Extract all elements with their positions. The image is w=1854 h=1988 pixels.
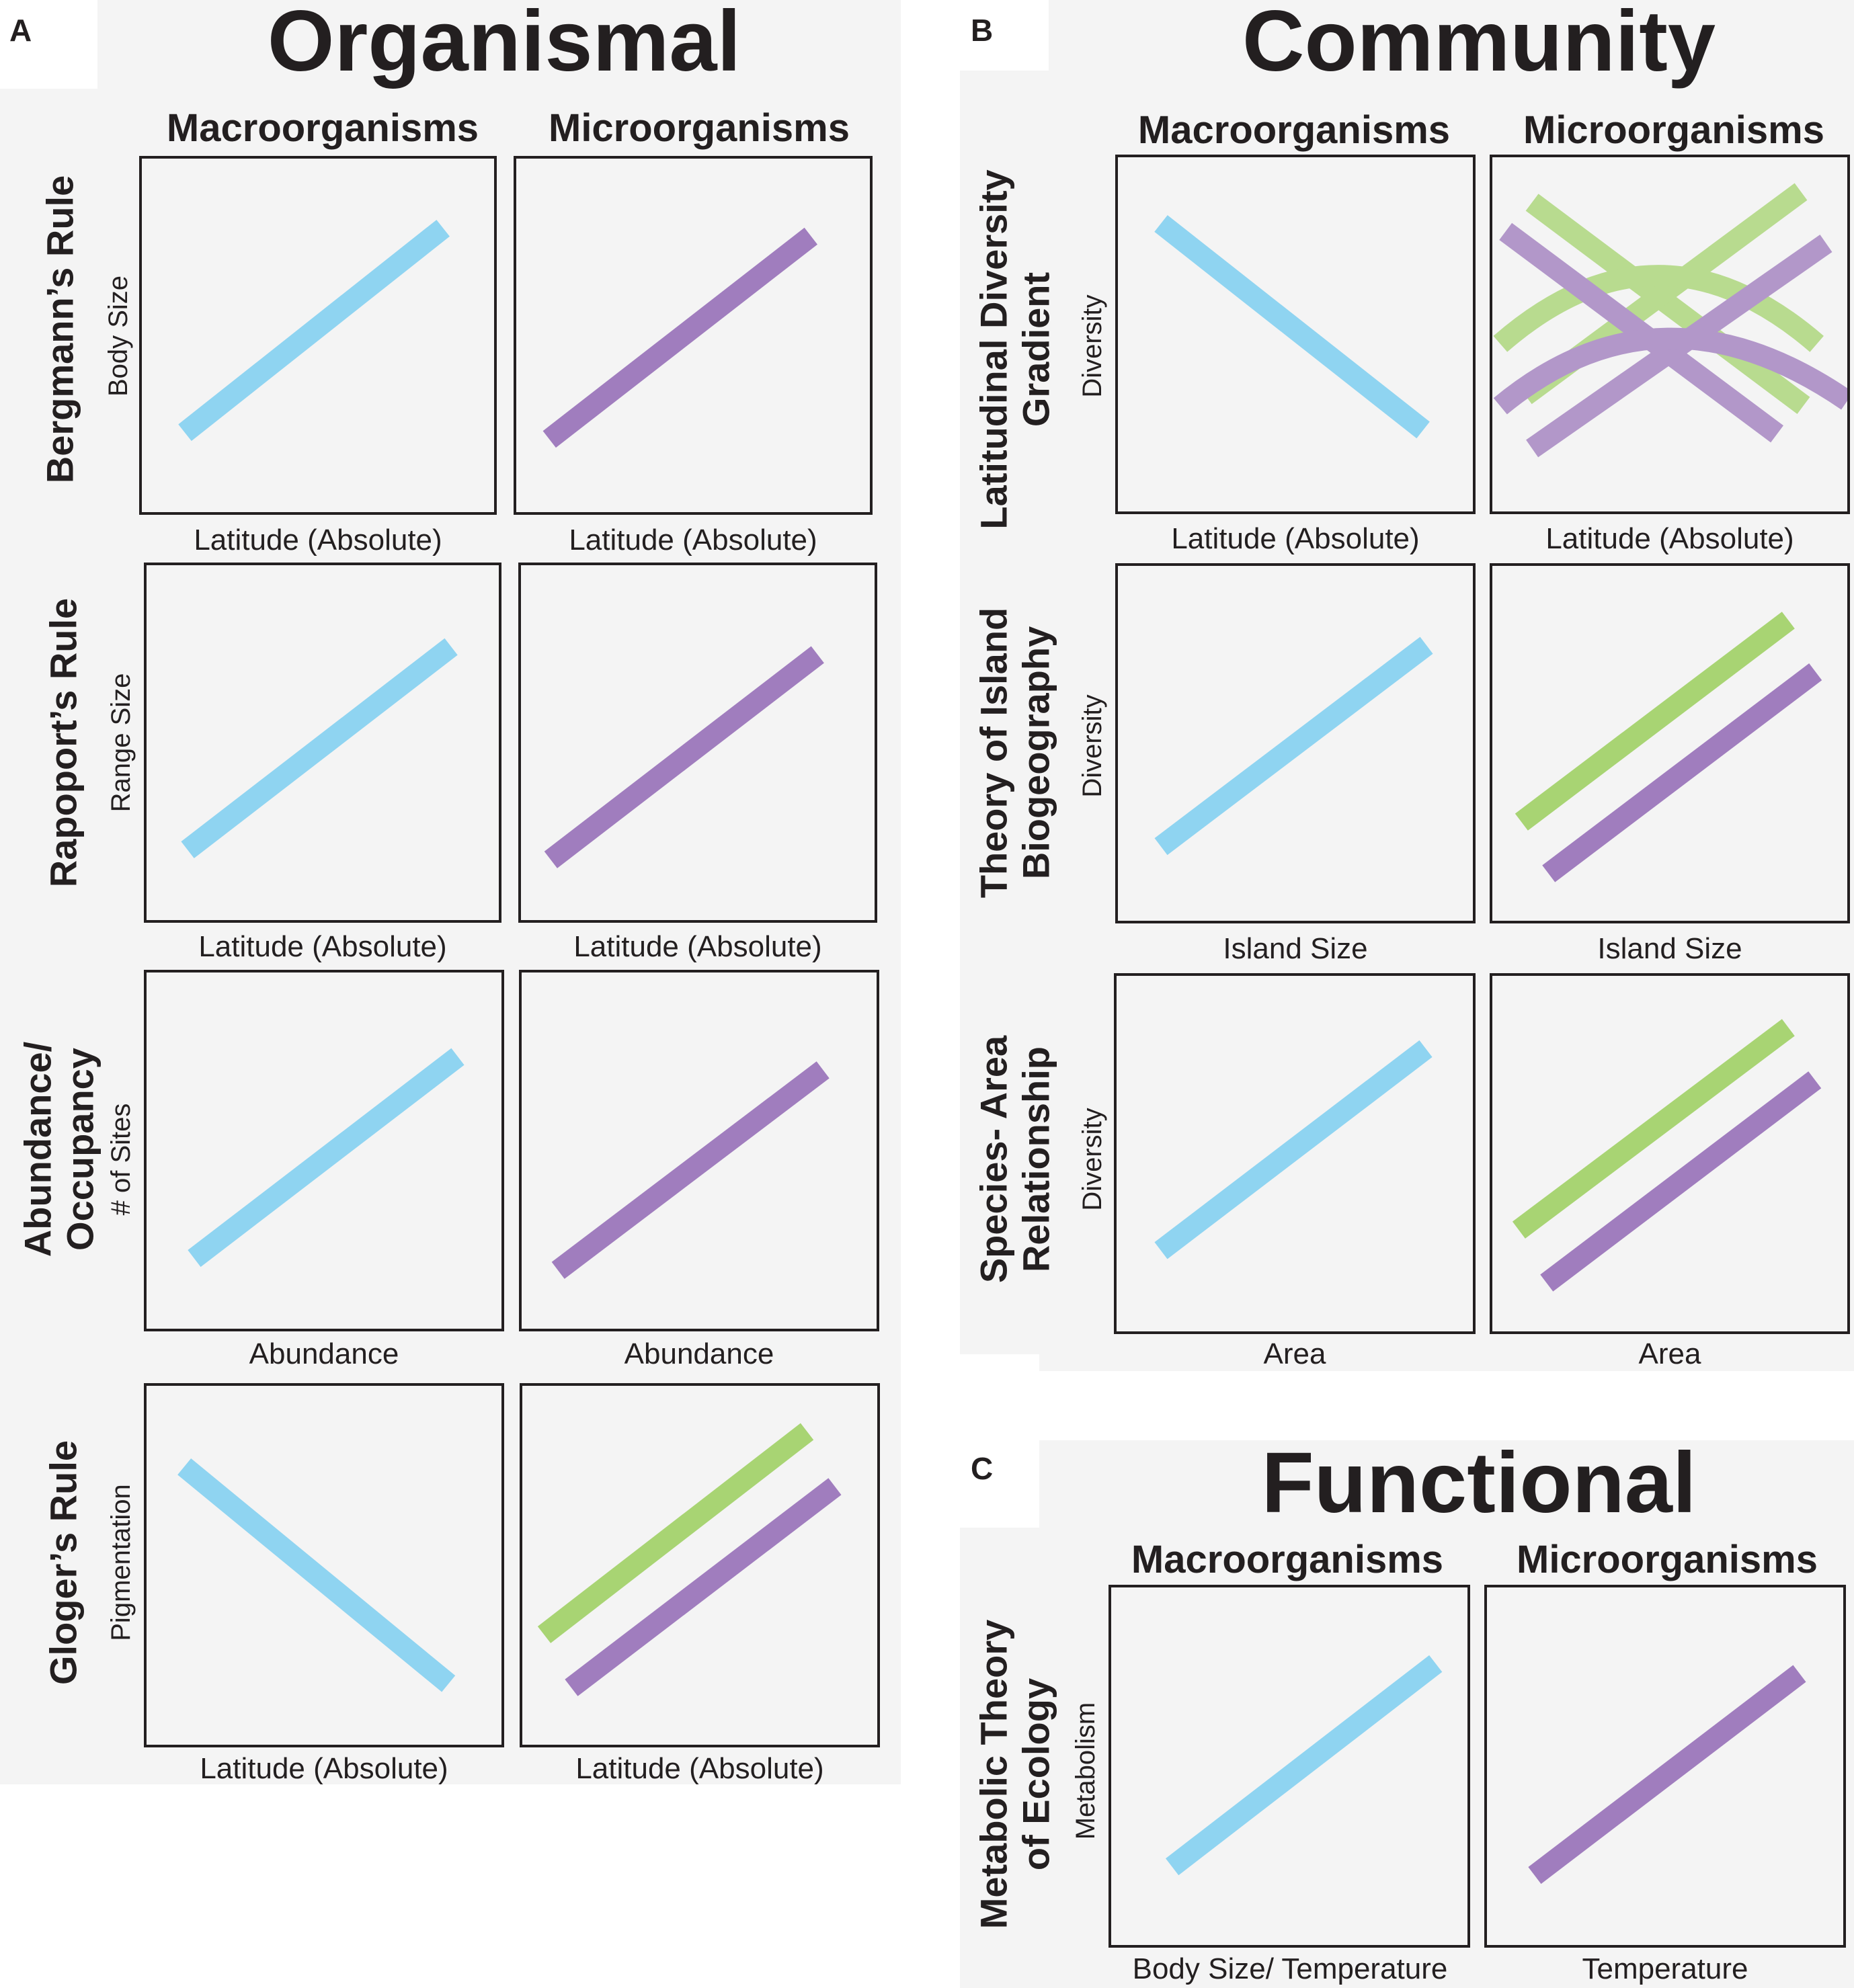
trend-line-micro-purple (1540, 1071, 1822, 1292)
trend-line-macro (188, 1048, 465, 1268)
xlabel-rapoport-macro: Latitude (Absolute) (198, 930, 447, 963)
trend-line-macro (1154, 215, 1430, 439)
plot-island-micro (1490, 563, 1850, 923)
plot-gloger-micro (520, 1383, 880, 1747)
xlabel-island-macro: Island Size (1223, 932, 1368, 965)
xlabel-gloger-micro: Latitude (Absolute) (575, 1752, 824, 1785)
plot-gloger-macro (144, 1383, 504, 1747)
xlabel-bergmann-macro: Latitude (Absolute) (194, 524, 442, 556)
row-label-ldg: Latitudinal Diversity Gradient (972, 169, 1057, 530)
panel-b-letter-tab (960, 0, 1049, 71)
xlabel-abundance-micro: Abundance (624, 1337, 774, 1370)
trend-line-micro-green (537, 1423, 814, 1643)
ylabel-diversity-island: Diversity (1078, 694, 1107, 798)
ylabel-diversity-area: Diversity (1078, 1108, 1107, 1211)
panel-c-letter-tab (960, 1440, 1039, 1528)
trend-line-macro (181, 638, 458, 859)
panel-title-organismal: Organismal (267, 0, 741, 89)
col-header-micro-b: Microorganisms (1523, 108, 1824, 152)
trend-line-micro-purple (565, 1478, 842, 1696)
trend-line-micro-green (1512, 1019, 1795, 1239)
plot-island-macro (1115, 563, 1476, 923)
trend-line-micro (544, 646, 824, 868)
ylabel-range-size: Range Size (106, 673, 136, 813)
trend-line-green-negative (1525, 194, 1810, 415)
trend-line-micro-purple (1542, 663, 1822, 882)
ylabel-diversity-ldg: Diversity (1078, 294, 1107, 398)
ldg-micro-lines (1493, 183, 1847, 458)
xlabel-bergmann-micro: Latitude (Absolute) (569, 524, 817, 556)
trend-line-purple-hump (1493, 327, 1847, 415)
plot-species-area-micro (1490, 973, 1850, 1334)
col-header-macro-a: Macroorganisms (166, 106, 479, 150)
xlabel-rapoport-micro: Latitude (Absolute) (573, 930, 822, 963)
trend-line-micro-green (1515, 612, 1795, 831)
trend-line-green-hump (1493, 265, 1824, 352)
ylabel-pigmentation: Pigmentation (106, 1484, 136, 1641)
plot-bergmann-micro (514, 156, 873, 515)
trend-line-macro (1154, 636, 1433, 856)
xlabel-abundance-macro: Abundance (249, 1337, 399, 1370)
xlabel-ldg-micro: Latitude (Absolute) (1545, 522, 1794, 555)
xlabel-mte-micro: Temperature (1582, 1952, 1748, 1985)
xlabel-ldg-macro: Latitude (Absolute) (1171, 522, 1420, 555)
row-label-metabolic-theory: Metabolic Theory of Ecology (972, 1619, 1057, 1930)
panel-b-bottom-notch (960, 1354, 1039, 1374)
panel-a-letter-tab (0, 0, 97, 89)
plot-mte-micro (1484, 1585, 1846, 1948)
panel-title-functional: Functional (1261, 1435, 1697, 1531)
xlabel-gloger-macro: Latitude (Absolute) (200, 1752, 448, 1785)
row-label-bergmann: Bergmann’s Rule (38, 175, 81, 484)
xlabel-area-macro: Area (1263, 1337, 1326, 1370)
row-label-island-biogeography: Theory of Island Biogeography (972, 607, 1057, 899)
plot-abundance-micro (519, 970, 879, 1331)
plot-rapoport-micro (518, 563, 877, 923)
ylabel-metabolism: Metabolism (1071, 1702, 1100, 1840)
panel-letter-a: A (9, 13, 32, 48)
panel-letter-b: B (971, 13, 994, 48)
panel-title-community: Community (1242, 0, 1716, 89)
col-header-micro-c: Microorganisms (1517, 1538, 1818, 1581)
trend-line-macro (177, 1458, 456, 1692)
plot-bergmann-macro (139, 156, 497, 515)
panel-letter-c: C (971, 1451, 994, 1486)
xlabel-island-micro: Island Size (1597, 932, 1742, 965)
trend-line-macro (178, 220, 450, 442)
row-label-rapoport: Rapoport’s Rule (42, 597, 85, 888)
col-header-micro-a: Microorganisms (549, 106, 850, 150)
plot-ldg-micro (1490, 155, 1850, 514)
plot-mte-macro (1109, 1585, 1470, 1948)
col-header-macro-c: Macroorganisms (1131, 1538, 1444, 1581)
trend-line-macro (1166, 1655, 1443, 1876)
plot-rapoport-macro (144, 563, 501, 923)
plot-species-area-macro (1114, 973, 1476, 1334)
trend-line-micro (542, 227, 818, 448)
plot-abundance-macro (144, 970, 504, 1331)
xlabel-area-micro: Area (1638, 1337, 1701, 1370)
xlabel-mte-macro: Body Size/ Temperature (1132, 1952, 1448, 1985)
trend-line-micro (551, 1061, 830, 1279)
plot-ldg-macro (1115, 155, 1476, 514)
ylabel-body-size: Body Size (104, 275, 133, 397)
row-label-gloger: Gloger’s Rule (42, 1440, 85, 1686)
row-label-species-area: Species- Area Relationship (972, 1035, 1057, 1284)
trend-line-macro (1154, 1040, 1433, 1259)
col-header-macro-b: Macroorganisms (1137, 108, 1451, 152)
trend-line-micro (1528, 1665, 1806, 1885)
row-label-abundance-occupancy: Abundance/ Occupancy (16, 1041, 101, 1257)
ylabel-sites: # of Sites (106, 1103, 136, 1216)
